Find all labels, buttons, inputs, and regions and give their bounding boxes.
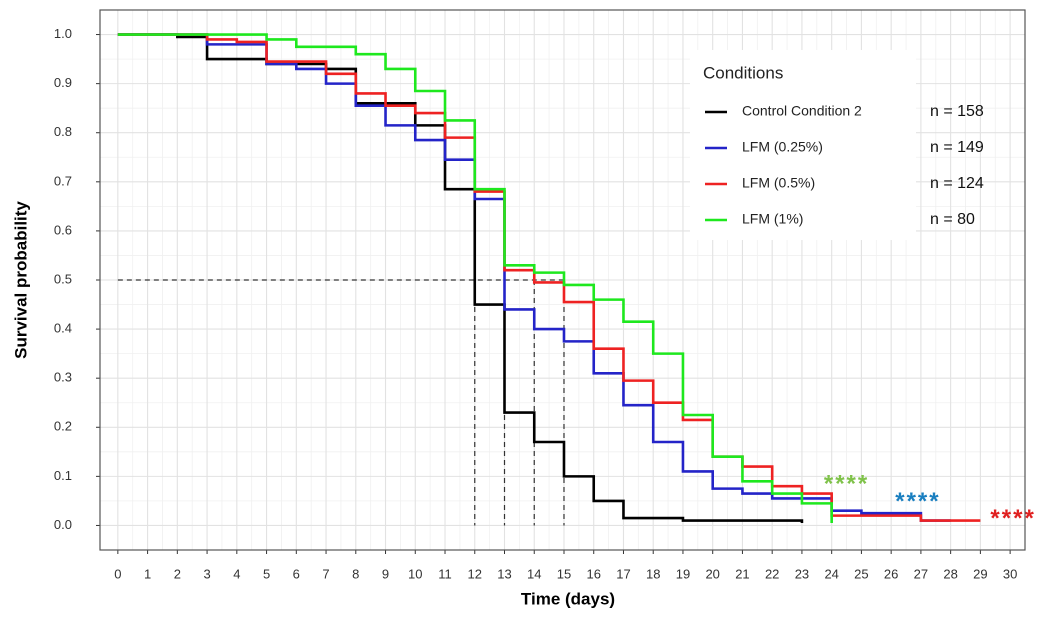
n-label: n = 80 [930, 211, 975, 228]
x-tick-label: 14 [527, 566, 541, 581]
y-tick-label: 0.7 [54, 173, 72, 188]
legend-label: LFM (0.5%) [742, 175, 815, 191]
x-tick-label: 20 [705, 566, 719, 581]
x-tick-label: 24 [824, 566, 838, 581]
y-tick-label: 0.6 [54, 222, 72, 237]
x-tick-label: 26 [884, 566, 898, 581]
y-tick-label: 0.0 [54, 517, 72, 532]
survival-curve [117, 33, 981, 522]
survival-curve [117, 33, 833, 523]
legend-box [690, 50, 916, 240]
x-tick-label: 23 [795, 566, 809, 581]
x-tick-label: 22 [765, 566, 779, 581]
y-tick-label: 0.4 [54, 321, 72, 336]
x-tick-label: 29 [973, 566, 987, 581]
legend-label: LFM (1%) [742, 211, 803, 227]
y-tick-label: 0.1 [54, 468, 72, 483]
x-tick-label: 7 [322, 566, 329, 581]
significance-stars: **** [824, 471, 869, 498]
x-axis-title: Time (days) [521, 589, 615, 608]
x-tick-label: 5 [263, 566, 270, 581]
x-tick-label: 1 [144, 566, 151, 581]
x-tick-label: 4 [233, 566, 240, 581]
survival-curve [117, 33, 951, 522]
x-tick-label: 11 [438, 566, 452, 581]
x-tick-label: 19 [676, 566, 690, 581]
plot-border [99, 9, 1026, 551]
y-tick-label: 0.2 [54, 419, 72, 434]
legend-label: Control Condition 2 [742, 103, 862, 119]
x-tick-label: 21 [735, 566, 749, 581]
y-tick-label: 0.8 [54, 124, 72, 139]
x-tick-label: 10 [408, 566, 422, 581]
x-tick-label: 25 [854, 566, 868, 581]
y-tick-label: 0.3 [54, 370, 72, 385]
x-tick-label: 28 [943, 566, 957, 581]
significance-stars: **** [990, 505, 1035, 532]
x-tick-label: 9 [382, 566, 389, 581]
x-tick-label: 13 [497, 566, 511, 581]
y-tick-label: 0.9 [54, 75, 72, 90]
y-tick-label: 1.0 [54, 26, 72, 41]
n-label: n = 149 [930, 139, 984, 156]
x-tick-label: 16 [586, 566, 600, 581]
x-tick-label: 18 [646, 566, 660, 581]
x-tick-label: 27 [914, 566, 928, 581]
n-label: n = 124 [930, 175, 984, 192]
x-tick-label: 6 [293, 566, 300, 581]
x-tick-label: 3 [203, 566, 210, 581]
n-label: n = 158 [930, 103, 984, 120]
y-axis-title: Survival probability [11, 201, 30, 359]
significance-stars: **** [895, 488, 940, 515]
legend-title: Conditions [703, 63, 783, 82]
x-tick-label: 8 [352, 566, 359, 581]
x-tick-label: 0 [114, 566, 121, 581]
x-tick-label: 12 [468, 566, 482, 581]
x-tick-label: 15 [557, 566, 571, 581]
x-tick-label: 17 [616, 566, 630, 581]
x-tick-label: 2 [174, 566, 181, 581]
y-tick-label: 0.5 [54, 271, 72, 286]
x-tick-label: 30 [1003, 566, 1017, 581]
legend-label: LFM (0.25%) [742, 139, 823, 155]
